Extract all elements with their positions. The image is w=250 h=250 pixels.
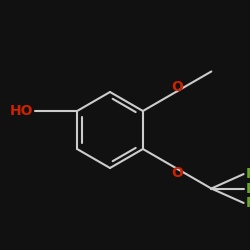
Text: F: F <box>246 167 250 181</box>
Text: HO: HO <box>10 104 33 118</box>
Text: F: F <box>246 196 250 210</box>
Text: F: F <box>246 182 250 196</box>
Text: O: O <box>171 166 183 180</box>
Text: O: O <box>171 80 183 94</box>
